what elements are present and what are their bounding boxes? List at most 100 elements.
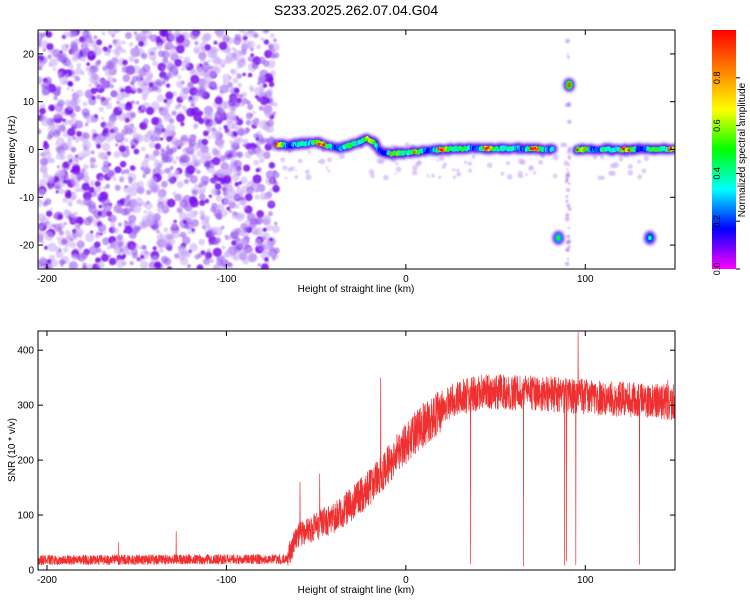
- noise-speck: [272, 184, 280, 193]
- noise-speck: [175, 55, 179, 59]
- noise-speck: [187, 230, 192, 235]
- noise-speck: [200, 213, 207, 220]
- noise-speck: [117, 102, 126, 111]
- noise-speck: [47, 242, 57, 252]
- noise-speck: [208, 69, 217, 78]
- noise-speck: [137, 88, 143, 93]
- noise-speck: [121, 40, 126, 45]
- noise-speck: [154, 159, 159, 164]
- noise-speck: [180, 86, 186, 92]
- noise-speck: [176, 113, 185, 123]
- noise-speck: [305, 174, 312, 181]
- noise-speck: [404, 142, 410, 148]
- noise-speck: [67, 128, 76, 137]
- noise-speck: [119, 160, 127, 168]
- noise-speck: [82, 101, 88, 107]
- noise-speck: [164, 41, 174, 51]
- noise-speck: [219, 177, 227, 185]
- noise-speck: [146, 213, 156, 223]
- noise-speck: [241, 40, 252, 50]
- noise-speck: [156, 230, 160, 234]
- noise-speck: [111, 90, 118, 97]
- snr-plot-area: [38, 331, 675, 570]
- noise-speck: [169, 165, 174, 170]
- noise-speck: [252, 110, 256, 115]
- noise-speck: [391, 144, 394, 148]
- noise-speck: [566, 188, 570, 192]
- noise-speck: [85, 48, 89, 52]
- noise-speck: [209, 119, 217, 127]
- noise-speck: [86, 114, 96, 123]
- noise-speck: [102, 46, 108, 52]
- snr-y-tick-label: 0: [28, 566, 34, 577]
- noise-speck: [144, 202, 153, 210]
- noise-speck: [174, 31, 181, 38]
- noise-speck: [64, 191, 72, 199]
- noise-speck: [140, 87, 150, 97]
- noise-speck: [179, 55, 183, 59]
- noise-speck: [197, 69, 205, 77]
- noise-speck: [71, 55, 78, 62]
- noise-speck: [101, 250, 106, 255]
- noise-speck: [198, 86, 206, 94]
- noise-speck: [263, 219, 270, 226]
- noise-speck: [243, 164, 251, 172]
- noise-speck: [121, 261, 126, 266]
- noise-speck: [236, 186, 241, 190]
- noise-speck: [566, 171, 570, 175]
- noise-speck: [237, 152, 242, 157]
- noise-speck: [128, 176, 134, 182]
- snr-y-label: SNR (10 * v/v): [7, 418, 18, 482]
- noise-speck: [181, 154, 191, 164]
- noise-speck: [267, 59, 276, 69]
- noise-speck: [219, 134, 223, 138]
- noise-speck: [39, 157, 49, 166]
- noise-speck: [111, 241, 119, 249]
- noise-speck: [107, 96, 112, 102]
- noise-speck: [560, 142, 566, 148]
- noise-speck: [117, 222, 123, 227]
- noise-speck: [153, 261, 162, 269]
- noise-speck: [395, 162, 399, 166]
- noise-speck: [566, 257, 570, 261]
- noise-speck: [189, 198, 199, 208]
- noise-speck: [563, 160, 569, 166]
- noise-speck: [180, 231, 187, 238]
- noise-speck: [208, 242, 212, 246]
- noise-speck: [216, 30, 226, 37]
- noise-speck: [94, 180, 101, 187]
- noise-speck: [77, 198, 82, 204]
- noise-speck: [101, 165, 110, 173]
- noise-speck: [248, 85, 255, 91]
- noise-speck: [67, 120, 72, 125]
- noise-speck: [62, 118, 66, 122]
- noise-speck: [221, 245, 226, 250]
- noise-speck: [80, 56, 86, 62]
- noise-speck: [204, 44, 211, 51]
- noise-speck: [128, 214, 137, 223]
- noise-speck: [269, 135, 274, 139]
- noise-speck: [235, 118, 244, 126]
- noise-speck: [238, 197, 242, 201]
- noise-speck: [295, 169, 298, 172]
- noise-speck: [56, 165, 60, 169]
- noise-speck: [128, 55, 135, 63]
- noise-speck: [566, 53, 569, 56]
- noise-speck: [117, 46, 122, 51]
- noise-speck: [124, 85, 133, 94]
- noise-speck: [231, 123, 238, 130]
- noise-speck: [273, 38, 277, 43]
- noise-speck: [175, 156, 180, 160]
- noise-speck: [426, 174, 430, 178]
- noise-speck: [239, 248, 248, 258]
- noise-speck: [118, 145, 126, 153]
- noise-speck: [183, 178, 190, 185]
- noise-speck: [107, 245, 112, 250]
- noise-speck: [237, 82, 243, 88]
- noise-speck: [161, 66, 166, 70]
- noise-speck: [268, 81, 275, 88]
- noise-speck: [262, 83, 268, 88]
- noise-speck: [126, 194, 131, 200]
- noise-speck: [235, 49, 244, 58]
- noise-speck: [167, 178, 172, 183]
